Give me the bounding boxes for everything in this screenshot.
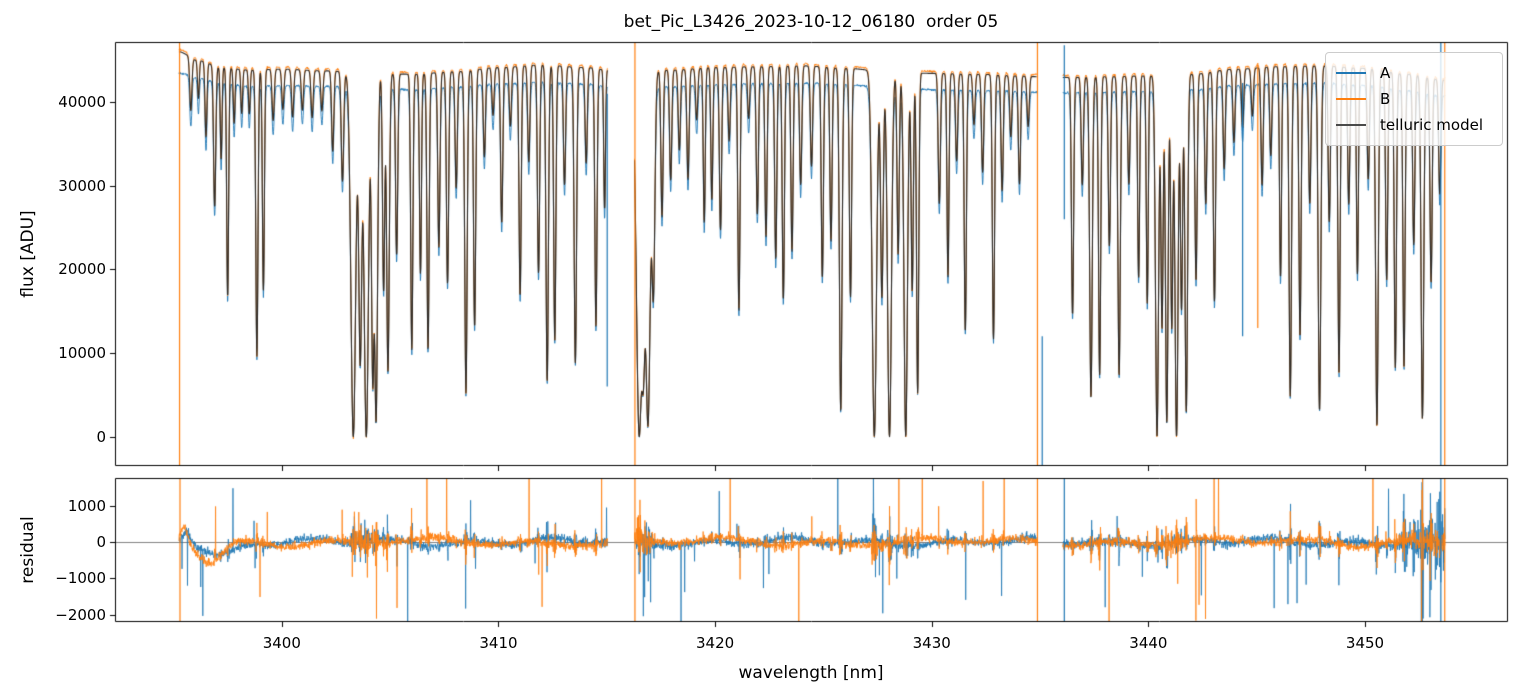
flux-axis-label: flux [ADU]	[18, 210, 38, 298]
chart-title: bet_Pic_L3426_2023-10-12_06180 order 05	[623, 12, 999, 32]
residual-tick-label: 1000	[67, 496, 106, 515]
residual-tick-label: 0	[96, 533, 106, 551]
legend-entry-b: B	[1336, 86, 1492, 112]
legend-label-telluric: telluric model	[1380, 116, 1484, 134]
x-tick-label: 3450	[1345, 634, 1385, 652]
residual-tick-label: −1000	[55, 569, 106, 588]
flux-tick-label: 30000	[58, 176, 106, 195]
flux-tick-label: 0	[96, 427, 106, 446]
wavelength-axis-label: wavelength [nm]	[738, 663, 884, 683]
legend-line-telluric-swatch	[1336, 124, 1366, 126]
legend: A B telluric model	[1325, 52, 1503, 146]
x-tick-label: 3420	[696, 634, 735, 652]
legend-label-a: A	[1380, 64, 1391, 82]
x-tick-label: 3430	[912, 634, 951, 652]
legend-entry-telluric-model: telluric model	[1336, 112, 1492, 138]
x-tick-label: 3410	[479, 634, 518, 652]
legend-line-b-swatch	[1336, 98, 1366, 100]
legend-entry-a: A	[1336, 60, 1492, 86]
flux-tick-label: 20000	[58, 260, 106, 279]
legend-label-b: B	[1380, 90, 1391, 108]
x-tick-label: 3440	[1129, 634, 1168, 652]
flux-tick-label: 10000	[58, 344, 106, 363]
legend-line-a-swatch	[1336, 72, 1366, 74]
x-tick-label: 3400	[262, 634, 301, 652]
flux-tick-label: 40000	[58, 93, 106, 112]
residual-tick-label: −2000	[55, 605, 106, 624]
